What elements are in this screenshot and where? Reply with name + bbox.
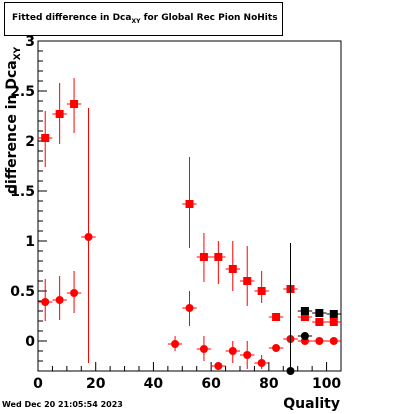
data-point-circle (171, 340, 180, 348)
data-point-circle (41, 298, 50, 306)
y-axis-title: difference in DcaXY (4, 46, 23, 194)
y-tick-label: 0 (25, 334, 35, 350)
data-point-square (70, 100, 79, 108)
data-point-circle (243, 351, 252, 359)
x-tick-label: 40 (144, 376, 164, 392)
data-marks (38, 78, 341, 375)
x-tick-label: 60 (201, 376, 221, 392)
data-point-square (214, 253, 223, 261)
data-point-circle (300, 332, 309, 340)
y-tick-label: 2 (25, 134, 35, 150)
data-point-circle (228, 347, 237, 355)
x-tick-label: 0 (33, 376, 43, 392)
data-point-circle (84, 233, 93, 241)
data-point-square (228, 265, 237, 273)
data-point-square (315, 318, 324, 326)
data-point-square (272, 313, 281, 321)
data-point-circle (199, 345, 208, 353)
data-point-circle (55, 296, 64, 304)
data-point-square (243, 277, 252, 285)
data-point-square (257, 287, 266, 295)
x-axis-title: Quality (283, 396, 340, 412)
y-tick-label: 1.5 (10, 184, 35, 200)
data-point-circle (185, 304, 194, 312)
data-point-circle (257, 359, 266, 367)
data-point-square (185, 200, 194, 208)
timestamp: Wed Dec 20 21:05:54 2023 (2, 400, 123, 409)
x-tick-label: 80 (259, 376, 279, 392)
data-point-circle (329, 337, 338, 345)
y-tick-label: 1 (25, 234, 35, 250)
data-point-square (41, 134, 50, 142)
y-axis-ticks (38, 40, 47, 372)
y-tick-label: 2.5 (10, 84, 35, 100)
x-tick-label: 20 (86, 376, 106, 392)
y-axis-tick-labels: 0 0.5 1 1.5 2 2.5 3 (10, 34, 35, 350)
x-tick-label: 100 (312, 376, 341, 392)
data-point-circle (272, 344, 281, 352)
data-point-square (329, 310, 338, 318)
data-point-circle (214, 362, 223, 370)
y-tick-label: 3 (25, 34, 35, 50)
data-point-square (300, 313, 309, 321)
data-point-square (329, 318, 338, 326)
x-axis-tick-labels: 0 20 40 60 80 100 (33, 376, 341, 392)
data-point-square (199, 253, 208, 261)
data-point-circle (315, 337, 324, 345)
data-point-square (315, 309, 324, 317)
x-axis-ticks (37, 362, 342, 371)
data-point-circle (286, 367, 295, 375)
title-box: Fitted difference in DcaXY for Global Re… (4, 2, 283, 36)
data-point-circle (70, 289, 79, 297)
data-point-square (55, 110, 64, 118)
data-point-square (300, 307, 309, 315)
y-tick-label: 0.5 (10, 284, 35, 300)
chart-title: Fitted difference in DcaXY for Global Re… (12, 13, 278, 25)
